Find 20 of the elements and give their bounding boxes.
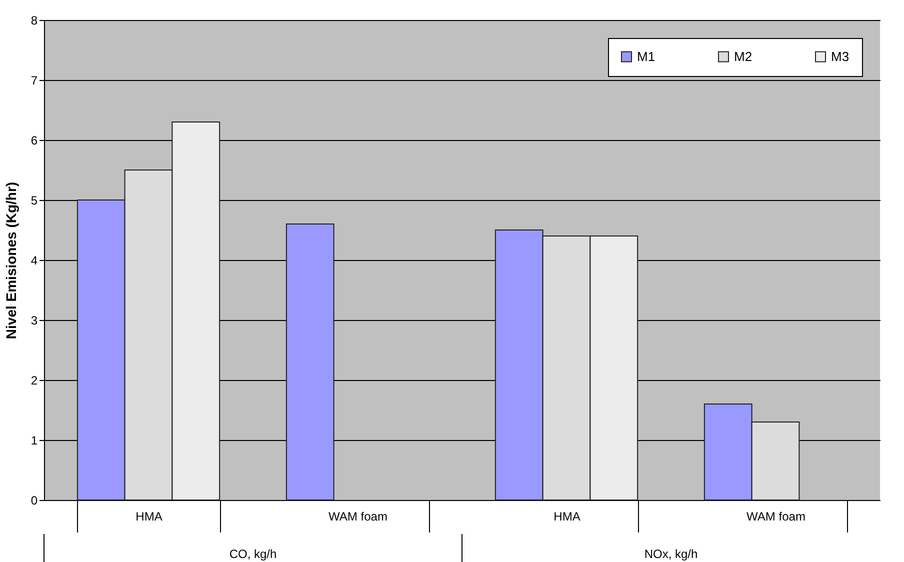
text: NOx, kg/h bbox=[644, 547, 698, 561]
y-tick-label: 3 bbox=[30, 314, 38, 328]
y-tick-label: 8 bbox=[30, 14, 38, 28]
y-tick-label: 7 bbox=[30, 74, 38, 88]
legend-label: M1 bbox=[637, 48, 656, 64]
legend-label: M3 bbox=[831, 48, 850, 64]
x-tick-label: HMA bbox=[554, 510, 580, 524]
y-tick-label: 0 bbox=[30, 494, 38, 508]
text: CO, kg/h bbox=[229, 547, 277, 561]
x-tick-label: WAM foam bbox=[746, 510, 806, 524]
y-tick-label: 2 bbox=[30, 374, 38, 388]
x-tick-label: WAM foam bbox=[328, 510, 388, 524]
y-tick-label: 6 bbox=[30, 134, 38, 148]
x-tick-label: HMA bbox=[136, 510, 162, 524]
bar bbox=[286, 224, 334, 500]
y-tick-label: 4 bbox=[30, 254, 38, 268]
y-tick-label: 5 bbox=[30, 194, 38, 208]
y-tick-label: 1 bbox=[30, 434, 38, 448]
legend-label: M2 bbox=[734, 48, 752, 64]
y-axis-title: Nivel Emisiones (Kg/hr) bbox=[2, 182, 19, 340]
